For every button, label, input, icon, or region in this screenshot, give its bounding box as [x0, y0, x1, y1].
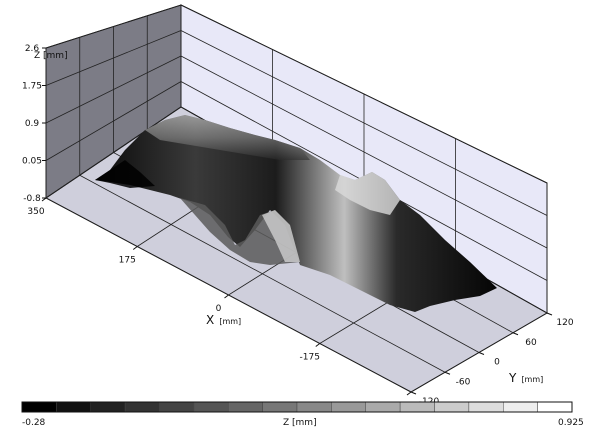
z-tick-label-3: 0.05	[22, 157, 42, 167]
y-tick-label-1: 60	[525, 338, 537, 348]
backwall-grid-z-2	[180, 55, 548, 249]
colorbar-cell-1	[56, 401, 91, 413]
surface-back-face	[95, 115, 497, 312]
x-tick-label-2: 0	[216, 304, 222, 314]
surface-top-sheen	[145, 115, 310, 160]
colorbar-cell-15	[537, 401, 573, 413]
x-tick-mark-4	[406, 391, 412, 396]
colorbar	[21, 401, 573, 413]
colorbar-cell-4	[159, 401, 195, 413]
colorbar-cell-5	[193, 401, 229, 413]
leftwall-grid-z-4	[45, 106, 182, 199]
colorbar-title: Z [mm]	[283, 418, 317, 428]
y-axis-title: Y [mm]	[508, 367, 543, 386]
surface-mesh	[95, 115, 497, 312]
colorbar-cell-6	[228, 401, 263, 413]
surface-ridge-highlight	[335, 172, 400, 215]
x-tick-mark-0	[41, 197, 47, 202]
leftwall-grid-z-3	[45, 81, 182, 161]
floor-grid-y-3	[79, 174, 446, 373]
backwall-grid-z-1	[180, 30, 548, 216]
y-tick-mark-1	[512, 332, 519, 336]
leftwall-grid-z-2	[45, 55, 182, 124]
colorbar-cell-3	[124, 401, 160, 413]
z-axis-title: Z [mm]	[34, 51, 68, 61]
y-tick-label-0: 120	[556, 318, 573, 328]
z-tick-label-4: -0.8	[23, 194, 41, 204]
colorbar-cell-13	[468, 401, 504, 413]
z-tick-label-2: 0.9	[25, 119, 40, 129]
y-tick-label-3: -60	[456, 377, 471, 387]
x-tick-label-1: 175	[119, 256, 136, 266]
x-tick-mark-2	[224, 294, 229, 299]
colorbar-cell-9	[331, 401, 366, 413]
y-tick-mark-0	[546, 312, 553, 316]
colorbar-cell-7	[262, 401, 298, 413]
surface-left-shadow	[95, 160, 155, 188]
colorbar-cell-0	[21, 401, 57, 413]
colorbar-cell-2	[90, 401, 126, 413]
colorbar-frame	[21, 401, 573, 413]
y-tick-mark-2	[478, 352, 485, 355]
colorbar-cell-12	[434, 401, 470, 413]
colorbar-min-label: -0.28	[22, 418, 46, 428]
surface-front-bump	[262, 210, 300, 262]
y-tick-mark-4	[410, 391, 417, 395]
colorbar-cell-11	[399, 401, 435, 413]
leftwall-grid-z-1	[45, 30, 182, 86]
x-tick-mark-1	[132, 246, 138, 250]
z-axis-ticks: 2.6 1.75 0.9 0.05 -0.8	[22, 44, 46, 204]
colorbar-cell-10	[365, 401, 401, 413]
colorbar-max-label: 0.925	[558, 418, 584, 428]
backwall-grid-z-0	[180, 4, 548, 184]
colorbar-cell-14	[503, 401, 538, 413]
y-tick-label-2: 0	[494, 358, 500, 368]
y-tick-mark-3	[444, 371, 451, 375]
leftwall-grid-z-0	[45, 4, 182, 49]
x-tick-mark-3	[315, 343, 321, 347]
x-tick-label-3: -175	[300, 353, 320, 363]
z-tick-label-0: 2.6	[25, 44, 40, 54]
z-tick-label-1: 1.75	[22, 82, 42, 92]
x-tick-label-0: 350	[27, 207, 44, 217]
colorbar-cell-8	[296, 401, 332, 413]
x-axis-title: X [mm]	[206, 309, 241, 328]
